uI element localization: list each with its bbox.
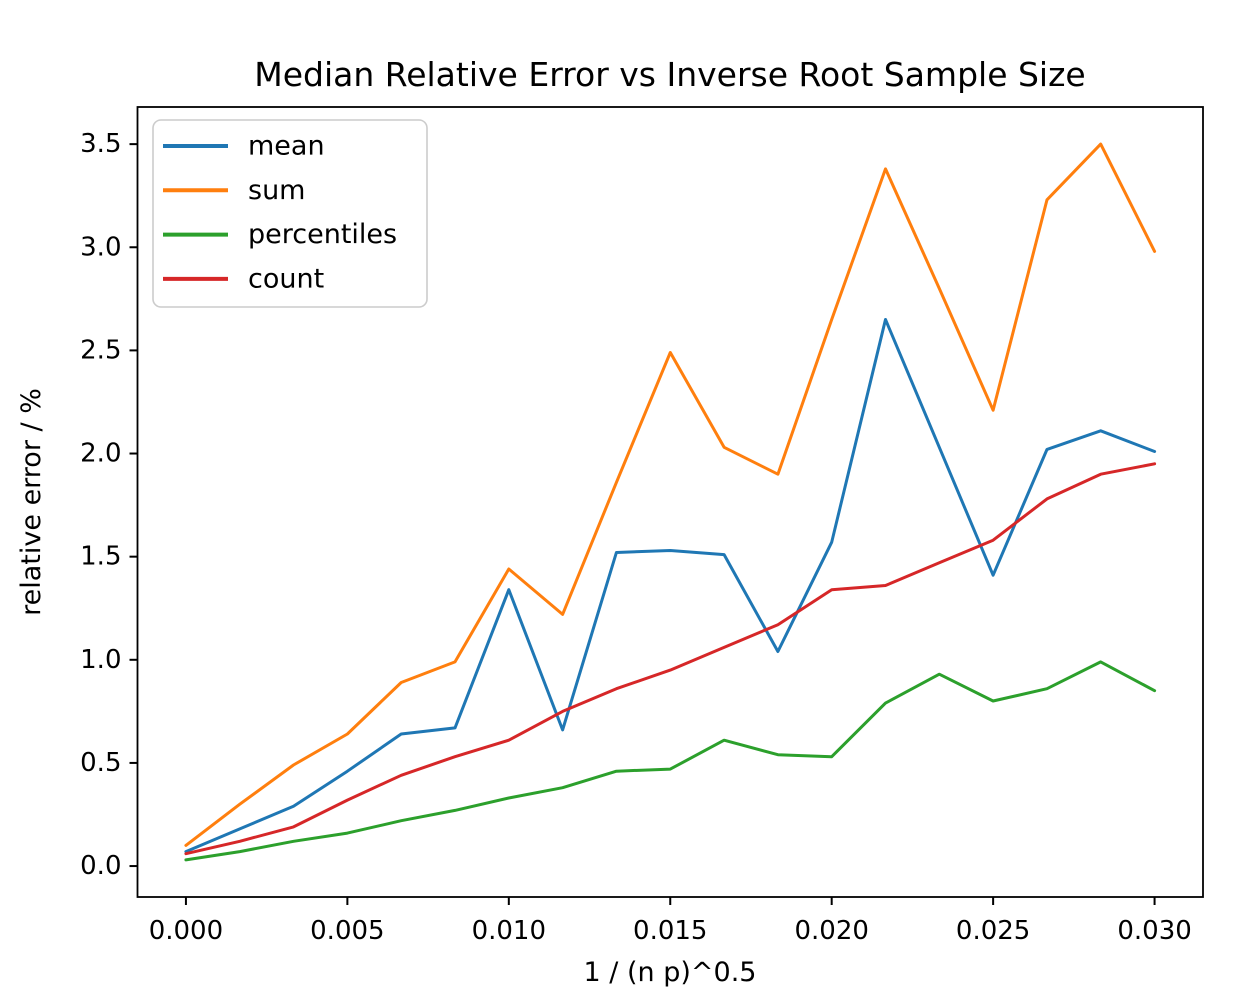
series-lines: [184, 142, 1157, 862]
y-tick-label: 0.5: [80, 748, 121, 778]
series-line-count: [184, 462, 1157, 856]
x-tick-label: 0.010: [472, 916, 546, 946]
legend-label-count: count: [248, 263, 324, 294]
y-tick-label: 2.0: [80, 439, 121, 469]
y-ticks: 0.0 0.5 1.0 1.5 2.0 2.5 3.0 3.5: [80, 129, 138, 881]
legend-label-sum: sum: [248, 175, 305, 206]
series-line-percentiles: [184, 660, 1157, 862]
x-tick-label: 0.030: [1117, 916, 1191, 946]
x-axis-label: 1 / (n p)^0.5: [584, 957, 757, 988]
y-tick-label: 1.0: [80, 645, 121, 675]
series-line-mean: [184, 318, 1157, 854]
chart-title: Median Relative Error vs Inverse Root Sa…: [254, 55, 1085, 94]
series-line-sum: [184, 142, 1157, 847]
y-tick-label: 3.5: [80, 129, 121, 159]
x-tick-label: 0.015: [633, 916, 707, 946]
y-tick-label: 3.0: [80, 232, 121, 262]
x-ticks: 0.000 0.005 0.010 0.015 0.020 0.025 0.030: [149, 897, 1192, 946]
x-tick-label: 0.025: [956, 916, 1030, 946]
y-tick-label: 2.5: [80, 335, 121, 365]
y-axis-label: relative error / %: [16, 388, 47, 616]
legend-label-mean: mean: [248, 131, 325, 162]
legend-box: [152, 119, 428, 308]
x-tick-label: 0.005: [310, 916, 384, 946]
legend: mean sum percentiles count: [152, 119, 428, 308]
x-tick-label: 0.000: [149, 916, 223, 946]
y-tick-label: 1.5: [80, 542, 121, 572]
legend-label-percentiles: percentiles: [248, 219, 397, 250]
y-tick-label: 0.0: [80, 851, 121, 881]
x-tick-label: 0.020: [794, 916, 868, 946]
